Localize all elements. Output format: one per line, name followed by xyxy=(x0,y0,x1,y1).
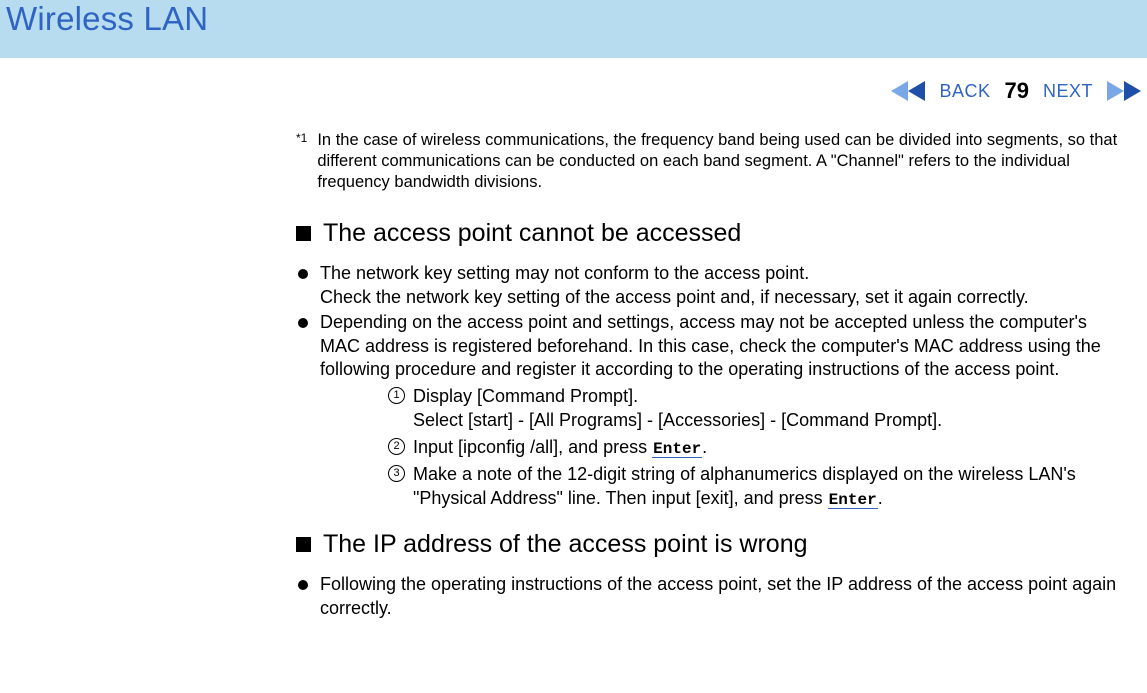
back-link[interactable]: BACK xyxy=(939,81,990,102)
list-item: Depending on the access point and settin… xyxy=(296,311,1129,510)
enter-key-icon: Enter xyxy=(652,441,702,458)
body-text: Display [Command Prompt]. xyxy=(413,386,638,406)
section-title: The access point cannot be accessed xyxy=(323,219,741,248)
nav-row: BACK 79 NEXT xyxy=(0,58,1147,106)
body-text: Check the network key setting of the acc… xyxy=(320,287,1029,307)
step-number-icon: 1 xyxy=(388,387,405,404)
step-item: 1 Display [Command Prompt]. Select [start]… xyxy=(388,385,1129,432)
square-bullet-icon xyxy=(296,226,311,241)
arrow-right-icon[interactable] xyxy=(1107,81,1141,101)
page-number: 79 xyxy=(1005,78,1029,104)
square-bullet-icon xyxy=(296,537,311,552)
footnote-text: In the case of wireless communications, … xyxy=(317,130,1129,193)
page-title: Wireless LAN xyxy=(6,0,1147,38)
bullet-list: The network key setting may not conform … xyxy=(296,262,1129,510)
section-heading: The access point cannot be accessed xyxy=(296,219,1129,248)
section-heading: The IP address of the access point is wr… xyxy=(296,530,1129,559)
step-item: 3 Make a note of the 12-digit string of a… xyxy=(388,463,1129,510)
steps-list: 1 Display [Command Prompt]. Select [start]… xyxy=(388,385,1129,510)
step-item: 2 Input [ipconfig /all], and press Enter. xyxy=(388,436,1129,459)
body-text: Input [ipconfig /all], and press xyxy=(413,437,652,457)
bullet-list: Following the operating instructions of … xyxy=(296,573,1129,620)
step-text: Make a note of the 12-digit string of al… xyxy=(413,463,1129,510)
step-number-icon: 3 xyxy=(388,465,405,482)
step-text: Input [ipconfig /all], and press Enter. xyxy=(413,436,1129,459)
body-text: Make a note of the 12-digit string of al… xyxy=(413,464,1076,507)
step-number-icon: 2 xyxy=(388,438,405,455)
enter-key-icon: Enter xyxy=(828,492,878,509)
body-text: The network key setting may not conform … xyxy=(320,263,809,283)
body-text: Depending on the access point and settin… xyxy=(320,312,1101,379)
body-text: Following the operating instructions of … xyxy=(320,574,1116,617)
list-item: Following the operating instructions of … xyxy=(296,573,1129,620)
list-item: The network key setting may not conform … xyxy=(296,262,1129,309)
header-band: Wireless LAN xyxy=(0,0,1147,58)
section: The access point cannot be accessed The n… xyxy=(296,219,1129,510)
footnote-mark: *1 xyxy=(296,130,307,144)
footnote: *1 In the case of wireless communication… xyxy=(296,130,1129,193)
body-text: . xyxy=(702,437,707,457)
content-area: *1 In the case of wireless communication… xyxy=(0,106,1147,620)
body-text: Select [start] - [All Programs] - [Acces… xyxy=(413,410,942,430)
arrow-left-icon[interactable] xyxy=(891,81,925,101)
section: The IP address of the access point is wr… xyxy=(296,530,1129,620)
step-text: Display [Command Prompt]. Select [start] … xyxy=(413,385,1129,432)
section-title: The IP address of the access point is wr… xyxy=(323,530,808,559)
body-text: . xyxy=(878,488,883,508)
next-link[interactable]: NEXT xyxy=(1043,81,1093,102)
